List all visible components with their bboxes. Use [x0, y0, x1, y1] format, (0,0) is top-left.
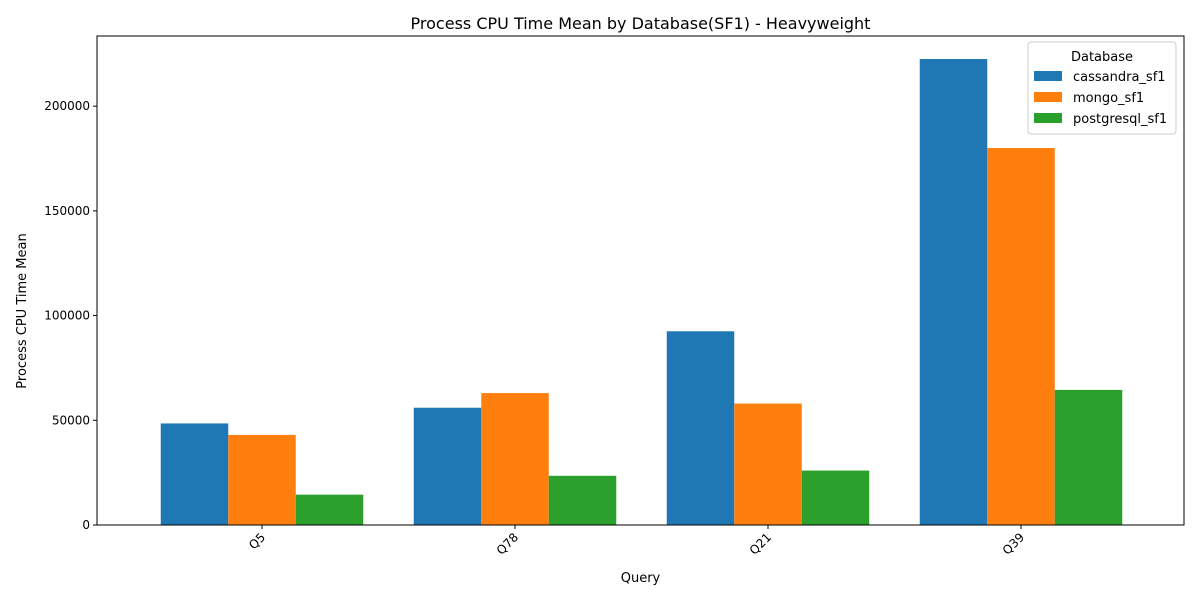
x-tick-label-Q5: Q5 [246, 530, 268, 552]
legend-title: Database [1071, 50, 1133, 65]
bar-postgresql_sf1-Q5 [295, 494, 364, 525]
bar-mongo_sf1-Q39 [987, 148, 1055, 525]
legend-swatch-postgresql_sf1 [1034, 113, 1062, 123]
legend-swatch-mongo_sf1 [1034, 92, 1062, 102]
bar-mongo_sf1-Q5 [228, 434, 296, 525]
bar-mongo_sf1-Q78 [481, 393, 549, 525]
legend-items: cassandra_sf1 mongo_sf1 postgresql_sf1 [1034, 70, 1167, 127]
bar-mongo_sf1-Q21 [734, 403, 802, 525]
y-tick-label: 0 [82, 518, 90, 532]
bars-group [160, 59, 1123, 525]
axes-group: 0 50000 100000 150000 200000 Q5 Q78 Q21 Q39 [44, 35, 1185, 558]
legend-frame [1027, 41, 1177, 135]
bar-cassandra_sf1-Q39 [919, 59, 988, 525]
plot-frame [96, 35, 1185, 526]
x-axis-title: Query [621, 571, 661, 586]
legend-label-cassandra_sf1: cassandra_sf1 [1073, 70, 1166, 85]
bar-cassandra_sf1-Q78 [413, 407, 482, 525]
legend: Database cassandra_sf1 mongo_sf1 postgresq… [1027, 41, 1177, 135]
x-tick-label-Q78: Q78 [494, 530, 521, 557]
legend-label-mongo_sf1: mongo_sf1 [1073, 91, 1144, 106]
bar-postgresql_sf1-Q78 [548, 475, 617, 525]
legend-swatch-cassandra_sf1 [1034, 71, 1062, 81]
y-tick-label: 200000 [44, 99, 90, 113]
y-tick-label: 50000 [52, 413, 90, 427]
bar-postgresql_sf1-Q21 [801, 470, 870, 525]
y-tick-label: 150000 [44, 204, 90, 218]
bar-postgresql_sf1-Q39 [1054, 389, 1123, 525]
y-tick-label: 100000 [44, 309, 90, 323]
bar-cassandra_sf1-Q21 [666, 331, 735, 525]
legend-label-postgresql_sf1: postgresql_sf1 [1073, 112, 1167, 127]
y-axis-title: Process CPU Time Mean [15, 233, 30, 388]
x-tick-label-Q39: Q39 [1000, 530, 1027, 557]
chart-title: Process CPU Time Mean by Database(SF1) -… [411, 14, 871, 33]
x-tick-label-Q21: Q21 [747, 530, 774, 557]
bar-cassandra_sf1-Q5 [160, 423, 229, 525]
